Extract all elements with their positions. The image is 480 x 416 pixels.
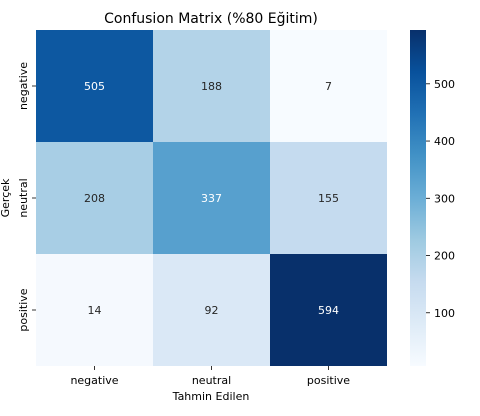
y-tick-label: negative (17, 62, 30, 110)
x-tick-label: neutral (192, 374, 231, 387)
heatmap-cell (270, 254, 387, 366)
heatmap-cells (36, 30, 387, 366)
y-tick-label: positive (17, 288, 30, 331)
colorbar-tick-label: 100 (434, 307, 455, 320)
heatmap-cell-labels: 505 188 7 208 337 155 14 92 594 (84, 80, 339, 317)
cell-value-label: 594 (318, 304, 339, 317)
colorbar-tick-label: 500 (434, 78, 455, 91)
x-axis: negative neutral positive (70, 366, 350, 387)
heatmap-cell (153, 254, 270, 366)
cell-value-label: 7 (325, 80, 332, 93)
heatmap-cell (36, 142, 153, 254)
y-axis-label: Gerçek (0, 178, 12, 217)
colorbar-tick-label: 200 (434, 250, 455, 263)
x-tick-label: positive (307, 374, 350, 387)
heatmap-cell (270, 142, 387, 254)
heatmap-cell (36, 254, 153, 366)
x-tick-label: negative (70, 374, 118, 387)
cell-value-label: 14 (88, 304, 102, 317)
heatmap-cell (153, 142, 270, 254)
colorbar-tick-label: 300 (434, 192, 455, 205)
cell-value-label: 188 (201, 80, 222, 93)
x-axis-label: Tahmin Edilen (172, 390, 250, 403)
cell-value-label: 505 (84, 80, 105, 93)
heatmap-cell (153, 30, 270, 142)
y-tick-label: neutral (17, 178, 30, 217)
y-axis: negative neutral positive (17, 62, 36, 332)
cell-value-label: 337 (201, 192, 222, 205)
heatmap-cell (270, 30, 387, 142)
heatmap-cell (36, 30, 153, 142)
colorbar (410, 30, 426, 366)
chart-title: Confusion Matrix (%80 Eğitim) (104, 11, 318, 27)
cell-value-label: 208 (84, 192, 105, 205)
cell-value-label: 155 (318, 192, 339, 205)
cell-value-label: 92 (205, 304, 219, 317)
colorbar-tick-label: 400 (434, 135, 455, 148)
colorbar-ticks: 100 200 300 400 500 (426, 78, 455, 320)
